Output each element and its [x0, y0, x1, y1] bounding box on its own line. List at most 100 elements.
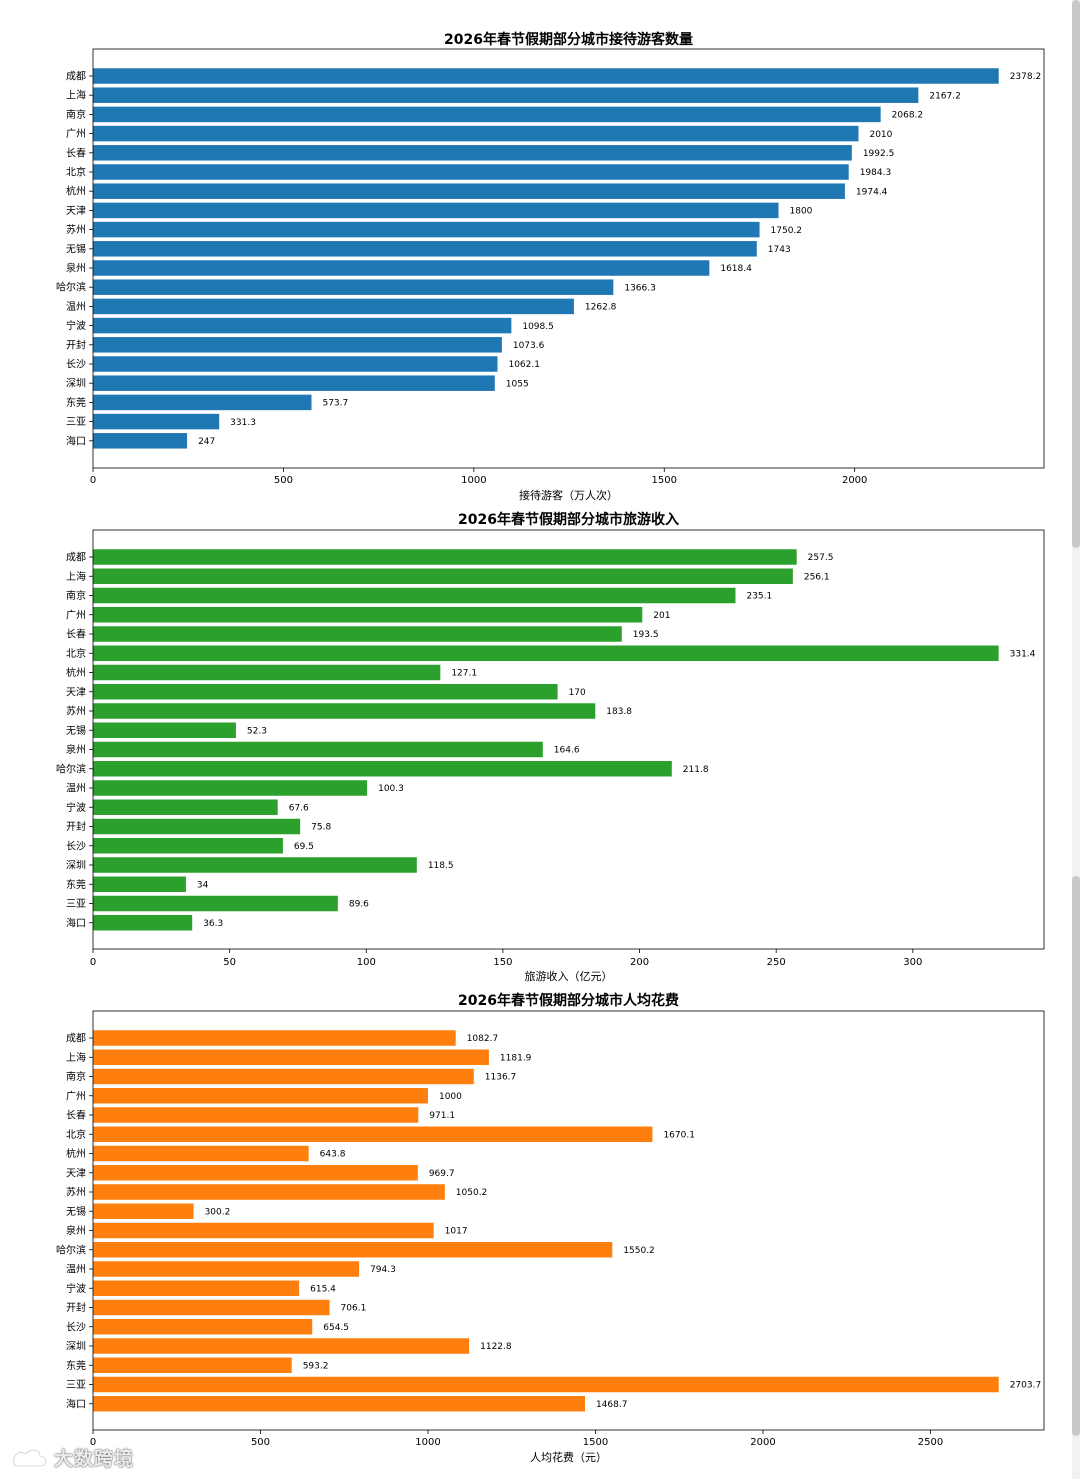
data-label: 573.7 [322, 399, 348, 409]
data-label: 1992.5 [863, 149, 895, 159]
bar-泉州 [93, 1222, 434, 1239]
bar-深圳 [93, 375, 495, 391]
y-tick-label: 杭州 [66, 666, 86, 679]
y-tick-label: 杭州 [66, 185, 86, 198]
y-tick-label: 深圳 [66, 860, 86, 872]
bar-杭州 [93, 664, 441, 681]
data-label: 100.3 [378, 784, 404, 794]
data-label: 1550.2 [623, 1246, 655, 1256]
y-tick-label: 温州 [66, 1264, 86, 1276]
x-tick-label: 0 [90, 1437, 96, 1448]
y-tick-label: 无锡 [66, 242, 86, 255]
data-label: 1098.5 [522, 322, 554, 332]
data-label: 1984.3 [860, 168, 892, 178]
y-tick-label: 海口 [66, 1397, 86, 1410]
plot-frame [92, 1010, 1045, 1431]
data-label: 256.1 [804, 572, 830, 582]
scrollbar-track[interactable] [1072, 0, 1080, 1479]
x-tick-label: 250 [767, 957, 786, 968]
bar-天津 [93, 202, 779, 219]
data-label: 34 [197, 880, 209, 890]
y-tick-label: 无锡 [66, 1205, 86, 1218]
y-tick-label: 成都 [66, 552, 86, 564]
y-tick-label: 天津 [66, 1167, 86, 1179]
bar-北京 [93, 645, 999, 661]
y-tick-label: 苏州 [66, 1186, 86, 1199]
bar-泉州 [93, 260, 710, 276]
y-tick-label: 东莞 [66, 1359, 86, 1372]
y-tick-label: 北京 [66, 166, 86, 179]
data-label: 247 [198, 437, 215, 447]
data-label: 1082.7 [467, 1034, 499, 1044]
bar-上海 [93, 568, 793, 584]
data-label: 193.5 [633, 630, 659, 640]
x-tick-label: 2000 [842, 475, 867, 486]
x-tick-label: 150 [493, 957, 512, 968]
bar-深圳 [93, 857, 417, 873]
scrollbar-thumb-upper[interactable] [1072, 0, 1080, 548]
bar-南京 [93, 1068, 474, 1085]
bar-长沙 [93, 1319, 313, 1335]
data-label: 1050.2 [456, 1188, 488, 1198]
y-tick-label: 宁波 [66, 1282, 86, 1295]
y-tick-label: 长春 [66, 147, 86, 159]
data-label: 1136.7 [485, 1073, 516, 1083]
bar-苏州 [93, 1184, 445, 1200]
data-label: 971.1 [429, 1111, 455, 1121]
bar-三亚 [93, 413, 220, 430]
data-label: 654.5 [323, 1323, 349, 1333]
data-label: 2167.2 [929, 91, 961, 101]
bar-长春 [93, 1107, 419, 1123]
data-label: 1017 [445, 1227, 468, 1237]
y-tick-label: 苏州 [66, 223, 86, 236]
data-label: 1468.7 [596, 1400, 628, 1410]
bar-苏州 [93, 703, 596, 719]
bar-温州 [93, 298, 574, 315]
y-tick-label: 杭州 [66, 1147, 86, 1160]
bar-成都 [93, 549, 797, 565]
watermark: 大数跨境 [10, 1444, 134, 1471]
chart-title: 2026年春节假期部分城市接待游客数量 [444, 31, 693, 48]
bar-广州 [93, 607, 643, 623]
data-label: 1800 [790, 207, 813, 217]
data-label: 1073.6 [513, 341, 545, 351]
bar-哈尔滨 [93, 279, 614, 295]
x-tick-label: 50 [223, 957, 236, 968]
bar-三亚 [93, 1376, 999, 1393]
x-axis-label: 旅游收入（亿元） [525, 969, 613, 983]
scrollbar-thumb-lower[interactable] [1072, 876, 1080, 1436]
data-label: 257.5 [808, 553, 834, 563]
y-tick-label: 上海 [66, 570, 86, 583]
x-tick-label: 0 [90, 475, 96, 486]
bar-三亚 [93, 895, 338, 912]
x-axis-label: 接待游客（万人次） [519, 488, 618, 502]
x-tick-label: 300 [903, 957, 922, 968]
bar-天津 [93, 684, 558, 700]
x-tick-label: 1000 [461, 475, 486, 486]
x-axis-label: 人均花费（元） [530, 1451, 607, 1464]
x-tick-label: 2500 [918, 1437, 943, 1448]
bar-南京 [93, 587, 736, 604]
y-tick-label: 温州 [66, 783, 86, 795]
plot-frame [92, 48, 1045, 469]
data-label: 615.4 [310, 1284, 336, 1294]
y-tick-label: 东莞 [66, 396, 86, 409]
bar-成都 [93, 68, 999, 84]
y-tick-label: 温州 [66, 301, 86, 313]
bar-东莞 [93, 876, 186, 892]
x-tick-label: 1000 [415, 1437, 440, 1448]
data-label: 1743 [768, 245, 791, 255]
y-tick-label: 泉州 [66, 743, 86, 756]
x-tick-label: 100 [357, 957, 376, 968]
bar-北京 [93, 164, 849, 180]
bar-长春 [93, 145, 852, 161]
y-tick-label: 南京 [66, 108, 86, 121]
data-label: 1122.8 [480, 1342, 512, 1352]
y-tick-label: 无锡 [66, 724, 86, 737]
bar-海口 [93, 1396, 585, 1412]
y-tick-label: 开封 [66, 338, 86, 351]
y-tick-label: 哈尔滨 [56, 281, 86, 294]
y-tick-label: 三亚 [66, 417, 86, 428]
x-tick-label: 500 [251, 1437, 270, 1448]
